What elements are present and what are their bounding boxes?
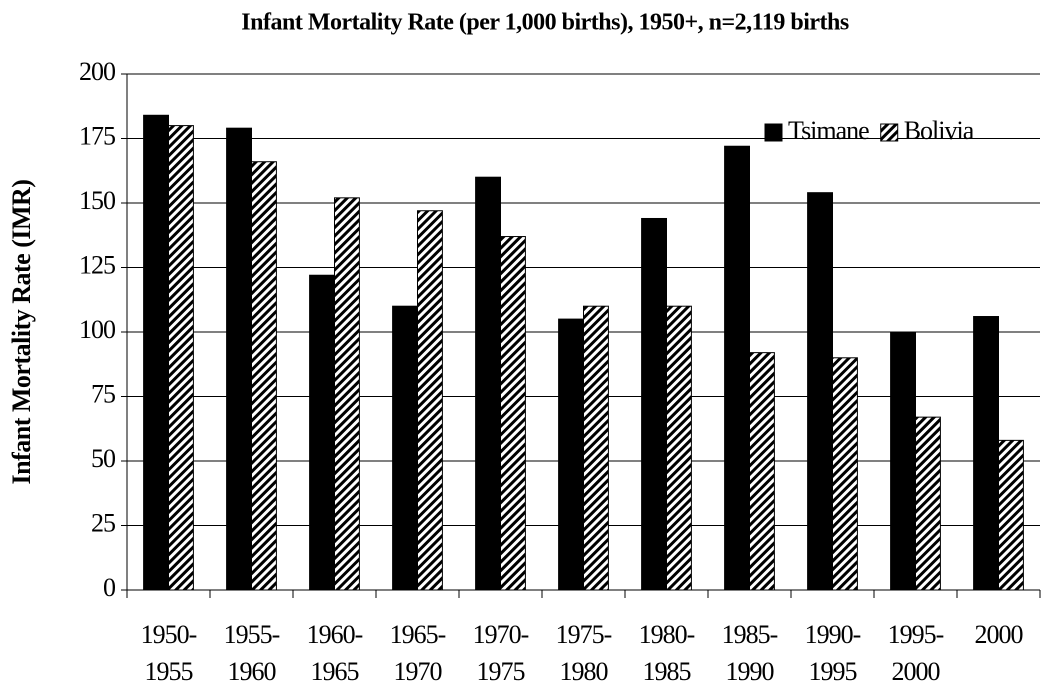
legend-swatch xyxy=(764,123,783,142)
bar xyxy=(309,274,336,591)
x-tick-label: 1965 xyxy=(311,657,359,686)
bar xyxy=(832,357,858,591)
y-tick-label: 0 xyxy=(103,573,116,602)
chart-title: Infant Mortality Rate (per 1,000 births)… xyxy=(241,10,849,36)
bar xyxy=(641,217,667,591)
y-tick-label: 125 xyxy=(79,250,115,279)
bar xyxy=(251,161,277,591)
x-tick-label: 1980 xyxy=(560,657,609,686)
x-tick-label: 1990 xyxy=(726,657,775,686)
x-tick-label: 1965- xyxy=(390,620,446,649)
x-tick-label: 1995- xyxy=(888,620,944,649)
y-tick-label: 75 xyxy=(91,379,115,408)
legend-label: Tsimane xyxy=(788,116,869,145)
y-tick-label: 50 xyxy=(91,444,116,473)
x-tick-label: 1990- xyxy=(805,620,861,649)
bar xyxy=(583,305,609,591)
y-tick-label: 25 xyxy=(91,508,115,537)
bar xyxy=(500,236,526,591)
x-tick-label: 1955- xyxy=(224,620,280,649)
bar xyxy=(998,439,1024,591)
y-tick-label: 175 xyxy=(79,121,115,150)
bar xyxy=(143,114,170,591)
y-tick-label: 100 xyxy=(79,315,116,344)
bar xyxy=(475,176,502,591)
bar xyxy=(724,145,750,591)
legend-swatch xyxy=(880,123,899,142)
x-tick-label: 1970- xyxy=(473,620,529,649)
bar xyxy=(226,127,253,591)
bar xyxy=(890,331,916,591)
y-tick-label: 150 xyxy=(79,186,116,215)
x-tick-label: 2000 xyxy=(975,620,1024,649)
bar xyxy=(417,210,443,591)
x-tick-label: 1950- xyxy=(141,620,197,649)
x-tick-label: 1995 xyxy=(809,657,857,686)
bar xyxy=(666,305,692,591)
bar xyxy=(392,305,419,591)
x-tick-label: 1960 xyxy=(228,657,277,686)
x-tick-label: 1985 xyxy=(643,657,691,686)
bar xyxy=(749,352,775,591)
x-tick-label: 1970 xyxy=(394,657,443,686)
x-tick-label: 1960- xyxy=(307,620,363,649)
x-tick-label: 1975- xyxy=(556,620,612,649)
legend-label: Bolivia xyxy=(904,116,975,145)
bar xyxy=(915,416,941,591)
y-axis-title: Infant Mortality Rate (IMR) xyxy=(7,180,36,485)
x-tick-label: 1980- xyxy=(639,620,695,649)
bar xyxy=(807,192,833,591)
x-tick-label: 1955 xyxy=(145,657,193,686)
bar xyxy=(334,197,360,591)
x-tick-label: 1975 xyxy=(477,657,525,686)
y-tick-label: 200 xyxy=(79,57,116,86)
bar xyxy=(168,125,194,591)
x-tick-label: 1985- xyxy=(722,620,778,649)
x-tick-label: 2000 xyxy=(892,657,941,686)
bar xyxy=(558,318,584,591)
bar xyxy=(973,316,999,591)
